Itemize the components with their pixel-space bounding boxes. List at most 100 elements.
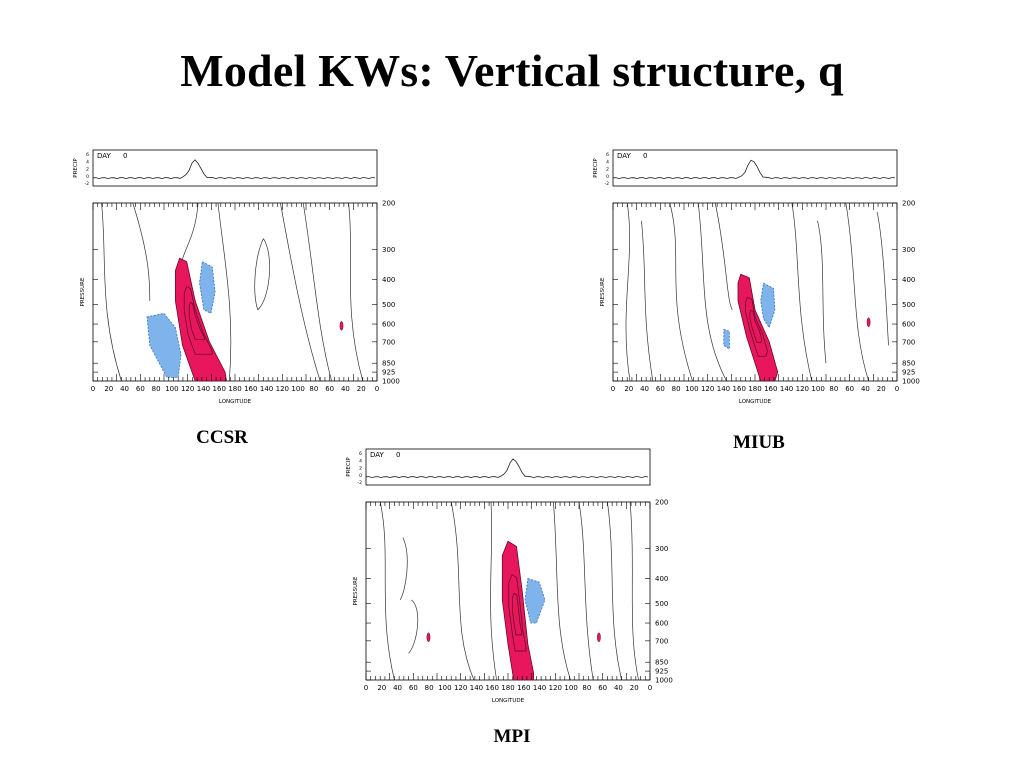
longitude-tick-label: 40	[341, 385, 350, 393]
longitude-tick-label: 80	[309, 385, 318, 393]
longitude-tick-label: 20	[104, 385, 113, 393]
longitude-tick-label: 100	[811, 385, 824, 393]
slide-title: Model KWs: Vertical structure, q	[180, 45, 844, 96]
positive-inner-contour	[749, 309, 763, 343]
longitude-tick-label: 20	[624, 385, 633, 393]
panel-ccsr: DAY 0 PRECIP 6 4 2 0 -2 200 300 400 500 600 700 850 925…	[70, 148, 400, 408]
longitude-tick-label: 140	[533, 684, 546, 692]
contour-line	[791, 202, 813, 382]
contour-line	[641, 220, 654, 382]
pressure-tick-label: 1000	[655, 677, 673, 685]
precip-curve	[92, 159, 376, 180]
longitude-tick-label: 180	[228, 385, 241, 393]
pressure-tick-label: 500	[655, 600, 668, 608]
precip-tick-label: -2	[85, 181, 90, 187]
longitude-tick-label: 40	[393, 684, 402, 692]
longitude-tick-label: 160	[244, 385, 257, 393]
longitude-tick-label: 100	[685, 385, 698, 393]
longitude-tick-label: 80	[425, 684, 434, 692]
longitude-tick-label: 140	[260, 385, 273, 393]
longitude-tick-label: 80	[582, 684, 591, 692]
small-positive-blob	[597, 632, 601, 643]
longitude-tick-label: 120	[701, 385, 714, 393]
precip-tick-label: 4	[86, 159, 89, 165]
pressure-tick-label: 300	[382, 246, 395, 254]
longitude-tick-label: 160	[764, 385, 777, 393]
longitude-tick-label: 20	[357, 385, 366, 393]
model-label-miub: MIUB	[733, 432, 785, 453]
pressure-tick-label: 925	[655, 668, 668, 676]
longitude-tick-label: 100	[438, 684, 451, 692]
pressure-tick-label: 600	[655, 620, 668, 628]
longitude-tick-label: 20	[877, 385, 886, 393]
pressure-axis-label: PRESSURE	[80, 277, 86, 306]
small-positive-blob	[339, 321, 344, 331]
longitude-tick-label: 120	[276, 385, 289, 393]
longitude-tick-label: 40	[861, 385, 870, 393]
longitude-tick-label: 120	[549, 684, 562, 692]
day-value: 0	[396, 451, 400, 459]
pressure-tick-label: 925	[902, 369, 915, 377]
positive-inner-contour	[512, 592, 523, 636]
panel-miub: DAY 0 PRECIP 6 4 2 0 -2 200 300 400 500 600 700 850 925…	[590, 148, 920, 408]
pressure-tick-label: 700	[655, 637, 668, 645]
longitude-tick-label: 0	[648, 684, 652, 692]
pressure-tick-label: 500	[902, 301, 915, 309]
contour-line	[101, 202, 122, 382]
pressure-tick-label: 500	[382, 301, 395, 309]
precip-tick-label: 0	[359, 473, 362, 479]
contour-line	[669, 202, 693, 382]
pressure-tick-label: 200	[902, 200, 915, 208]
small-positive-blob	[426, 632, 431, 643]
precip-tick-label: 4	[359, 458, 362, 464]
longitude-tick-label: 120	[181, 385, 194, 393]
contour-line	[217, 202, 232, 382]
precip-tick-label: 0	[606, 174, 609, 180]
contour-line	[876, 211, 889, 346]
negative-anomaly-region	[524, 577, 546, 624]
pressure-tick-label: 200	[655, 499, 668, 507]
longitude-tick-label: 20	[630, 684, 639, 692]
precip-tick-label: 6	[359, 451, 362, 457]
day-label: DAY	[617, 152, 632, 160]
pressure-tick-label: 200	[382, 200, 395, 208]
contour-line	[697, 202, 727, 382]
contour-line	[553, 501, 571, 681]
pressure-tick-label: 925	[382, 369, 395, 377]
longitude-tick-label: 0	[611, 385, 615, 393]
pressure-tick-label: 400	[902, 276, 915, 284]
pressure-axis-label: PRESSURE	[600, 277, 606, 306]
precip-axis-label: PRECIP	[73, 158, 79, 178]
precip-tick-label: 2	[359, 466, 362, 472]
model-label-mpi: MPI	[493, 726, 531, 747]
small-positive-blob	[866, 317, 871, 328]
contour-line	[450, 501, 475, 681]
pressure-tick-label: 700	[382, 338, 395, 346]
pressure-tick-label: 850	[655, 659, 668, 667]
longitude-tick-label: 120	[796, 385, 809, 393]
panel-mpi: DAY 0 PRECIP 6 4 2 0 -2 200 300 400 500 600 700 850 925…	[343, 447, 673, 707]
longitude-tick-label: 160	[213, 385, 226, 393]
longitude-tick-label: 60	[845, 385, 854, 393]
positive-inner-contour	[745, 296, 768, 357]
pressure-tick-label: 400	[382, 276, 395, 284]
positive-inner-contour	[183, 286, 213, 355]
contour-line	[379, 501, 395, 681]
pressure-tick-label: 300	[655, 545, 668, 553]
longitude-tick-label: 60	[598, 684, 607, 692]
pressure-tick-label: 400	[655, 575, 668, 583]
day-label: DAY	[97, 152, 112, 160]
positive-anomaly-region	[175, 257, 227, 382]
longitude-tick-label: 60	[325, 385, 334, 393]
negative-anomaly-region	[146, 312, 182, 378]
longitude-tick-label: 80	[152, 385, 161, 393]
longitude-axis-label: LONGITUDE	[739, 399, 772, 405]
longitude-tick-label: 100	[291, 385, 304, 393]
contour-line	[408, 599, 419, 654]
longitude-tick-label: 160	[517, 684, 530, 692]
contour-line	[399, 537, 408, 601]
precip-tick-label: 4	[606, 159, 609, 165]
contour-line	[625, 202, 631, 382]
negative-anomaly-region	[760, 282, 776, 329]
contour-line	[817, 220, 827, 364]
